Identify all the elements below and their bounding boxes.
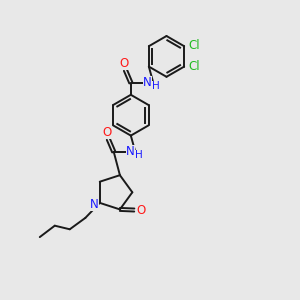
Text: O: O	[136, 203, 146, 217]
Text: N: N	[126, 145, 135, 158]
Text: Cl: Cl	[188, 39, 200, 52]
Text: H: H	[152, 81, 160, 91]
Text: N: N	[143, 76, 152, 89]
Text: N: N	[90, 198, 99, 211]
Text: O: O	[102, 126, 112, 139]
Text: H: H	[135, 150, 142, 160]
Text: Cl: Cl	[188, 59, 200, 73]
Text: O: O	[119, 57, 129, 70]
